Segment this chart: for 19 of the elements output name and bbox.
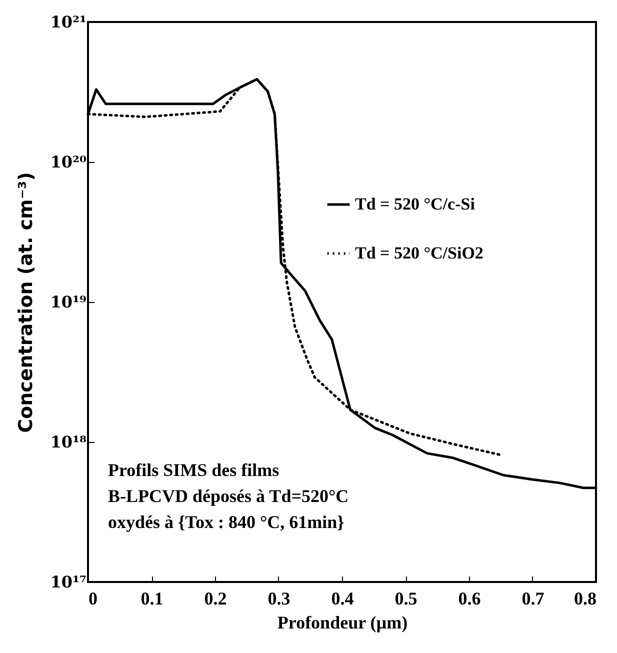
y-tick-label: 10²¹ [50,12,86,32]
x-tick-label: 0.1 [140,588,164,608]
y-tick-label: 10¹⁷ [50,572,86,592]
x-axis-title: Profondeur (µm) [277,612,408,632]
y-axis-title: Concentration (at. cm⁻³) [15,172,38,433]
x-tick-label: 0.6 [458,588,481,608]
y-tick-label: 10²⁰ [50,152,86,172]
x-tick-label: 0.7 [522,588,544,608]
x-tick-label: 0.3 [268,588,290,608]
annotation: Profils SIMS des films B-LPCVD déposés à Td=520°C oxydés à {Tox : 840 °C, 61min} [108,460,349,532]
x-tick-label: 0.4 [331,588,354,608]
legend-label: Td = 520 °C/c-Si [355,194,476,214]
x-tick-label: 0 [88,588,98,608]
x-tick-label: 0.2 [204,588,227,608]
x-tick-label: 0.8 [574,588,596,608]
y-tick-label: 10¹⁸ [50,432,86,452]
x-tick-label: 0.5 [394,588,418,608]
y-tick-label: 10¹⁹ [50,292,86,312]
legend-label: Td = 520 °C/SiO2 [355,244,484,262]
